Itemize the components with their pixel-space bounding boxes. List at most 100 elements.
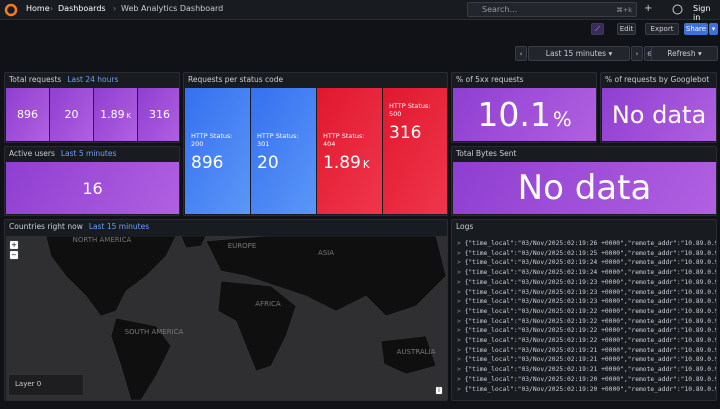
log-text: {"time_local":"03/Nov/2025:02:19:21 +000… xyxy=(464,356,717,364)
time-forward[interactable]: › xyxy=(631,46,643,61)
sign-in[interactable]: Sign in xyxy=(693,4,711,22)
panel-title-text: Requests per status code xyxy=(188,75,284,84)
info-button[interactable]: i xyxy=(435,386,443,395)
stat-value: 1.89 K xyxy=(323,153,370,173)
value-number: 896 xyxy=(17,108,38,121)
log-text: {"time_local":"03/Nov/2025:02:19:22 +000… xyxy=(464,337,717,344)
stat-tile: No data xyxy=(602,88,716,141)
breadcrumb[interactable]: Dashboards xyxy=(58,4,106,13)
stat-label: HTTP Status: 301 xyxy=(257,132,299,148)
panel-title-text: % of 5xx requests xyxy=(456,75,524,84)
shortcut: ⌘+k xyxy=(616,5,632,14)
search-box[interactable]: Search... ⌘+k xyxy=(467,2,637,17)
log-text: {"time_local":"03/Nov/2025:02:19:24 +000… xyxy=(464,269,717,277)
region-label: AUSTRALIA xyxy=(397,348,436,356)
world-map[interactable]: NORTH AMERICA EUROPE ASIA AFRICA SOUTH AMERI… xyxy=(6,236,448,400)
stat-tile: No data xyxy=(453,162,716,214)
refresh-button[interactable]: Refresh ▾ xyxy=(651,46,718,61)
log-line: > {"time_local":"03/Nov/2025:02:19:22 +0… xyxy=(457,327,717,335)
expand-icon: > xyxy=(457,259,465,267)
stat-value: 20 xyxy=(257,153,279,173)
stat-tile: 16 xyxy=(6,162,179,214)
panel: % of requests by Googlebot No data xyxy=(600,72,717,143)
panel-title: Logs xyxy=(456,222,473,231)
share-button[interactable]: Share xyxy=(684,23,708,35)
value-unit: K xyxy=(126,112,131,120)
stat-tile: 316 xyxy=(138,88,179,141)
help-icon[interactable] xyxy=(672,4,683,15)
panel-title-text: Total requests xyxy=(9,75,62,84)
expand-icon: > xyxy=(457,288,465,296)
search-placeholder: Search... xyxy=(482,5,518,14)
time-back[interactable]: ‹ xyxy=(515,46,527,61)
log-text: {"time_local":"03/Nov/2025:02:19:21 +000… xyxy=(464,346,717,354)
stat-value: 896 xyxy=(17,108,38,121)
log-line: > {"time_local":"03/Nov/2025:02:19:24 +0… xyxy=(457,259,716,267)
log-text: {"time_local":"03/Nov/2025:02:19:22 +000… xyxy=(464,317,717,325)
expand-icon: > xyxy=(457,366,465,374)
value-number: 1.89 xyxy=(100,108,125,121)
panel-title-text: Logs xyxy=(456,222,474,231)
panel: Total Bytes Sent No data xyxy=(451,146,717,216)
stat-tile: HTTP Status: 500 316 xyxy=(383,88,447,214)
stat-value: 1.89 K xyxy=(100,108,131,121)
separator: › xyxy=(113,4,117,13)
stat-label: HTTP Status: 200 xyxy=(191,132,233,148)
value-number: 20 xyxy=(64,108,79,121)
continent xyxy=(110,317,172,400)
panel-title: Countries right now Last 15 minutes xyxy=(9,222,149,231)
stat-label: HTTP Status: 404 xyxy=(323,132,365,148)
edit-button[interactable]: Edit xyxy=(617,23,636,35)
breadcrumb[interactable]: Home xyxy=(26,4,50,13)
region-label: SOUTH AMERICA xyxy=(125,328,184,336)
stat-tile: HTTP Status: 301 20 xyxy=(251,88,316,214)
log-text: {"time_local":"03/Nov/2025:02:19:23 +000… xyxy=(464,298,717,306)
stat-value: 20 xyxy=(65,108,79,121)
log-line: > {"time_local":"03/Nov/2025:02:19:21 +0… xyxy=(457,356,717,364)
time-picker[interactable]: Last 15 minutes ▾ xyxy=(528,46,630,61)
continent xyxy=(217,280,297,372)
log-line: > {"time_local":"03/Nov/2025:02:19:21 +0… xyxy=(457,366,716,374)
expand-icon: > xyxy=(457,240,465,247)
separator: › xyxy=(50,4,54,13)
zoom-in[interactable]: + xyxy=(9,240,19,250)
share-menu[interactable]: ▾ xyxy=(709,23,718,35)
log-text: {"time_local":"03/Nov/2025:02:19:22 +000… xyxy=(464,307,717,315)
expand-icon: > xyxy=(457,346,465,354)
grafana-logo[interactable] xyxy=(4,3,18,17)
panel-title: Total Bytes Sent xyxy=(456,149,516,158)
log-line: > {"time_local":"03/Nov/2025:02:19:26 +0… xyxy=(457,240,716,247)
continent xyxy=(180,236,207,249)
icon-button[interactable]: ⟋ xyxy=(591,23,604,35)
panel-title: Requests per status code xyxy=(188,75,283,84)
panel: % of 5xx requests 10.1% xyxy=(451,72,597,143)
expand-icon: > xyxy=(457,249,465,257)
stat-tile: HTTP Status: 200 896 xyxy=(185,88,250,214)
panel-time: Last 15 minutes xyxy=(88,222,150,231)
add-button[interactable]: + xyxy=(644,3,653,14)
expand-icon: > xyxy=(457,327,465,335)
value-number: 20 xyxy=(257,153,279,173)
export-button[interactable]: Export xyxy=(645,23,679,35)
log-text: {"time_local":"03/Nov/2025:02:19:23 +000… xyxy=(464,278,717,286)
log-line: > {"time_local":"03/Nov/2025:02:19:22 +0… xyxy=(457,337,717,344)
expand-icon: > xyxy=(457,337,465,344)
panel: Requests per status code HTTP Status: 200… xyxy=(183,72,448,216)
stat-tile: 1.89 K xyxy=(94,88,137,141)
log-line: > {"time_local":"03/Nov/2025:02:19:23 +0… xyxy=(457,298,717,306)
log-line: > {"time_local":"03/Nov/2025:02:19:22 +0… xyxy=(457,317,717,325)
panel-title-text: Total Bytes Sent xyxy=(456,149,517,158)
log-line: > {"time_local":"03/Nov/2025:02:19:24 +0… xyxy=(457,269,717,277)
breadcrumb: Web Analytics Dashboard xyxy=(121,4,224,13)
continent xyxy=(45,236,177,317)
log-text: {"time_local":"03/Nov/2025:02:19:22 +000… xyxy=(464,327,717,335)
panel-time: Last 5 minutes xyxy=(60,149,117,158)
value-unit: K xyxy=(362,160,370,171)
log-line: > {"time_local":"03/Nov/2025:02:19:21 +0… xyxy=(457,346,717,354)
zoom-out[interactable]: − xyxy=(9,250,19,260)
log-text: {"time_local":"03/Nov/2025:02:19:23 +000… xyxy=(464,288,717,296)
stat-value: No data xyxy=(611,100,707,129)
stat-tile: 20 xyxy=(50,88,93,141)
log-line: > {"time_local":"03/Nov/2025:02:19:23 +0… xyxy=(457,288,717,296)
